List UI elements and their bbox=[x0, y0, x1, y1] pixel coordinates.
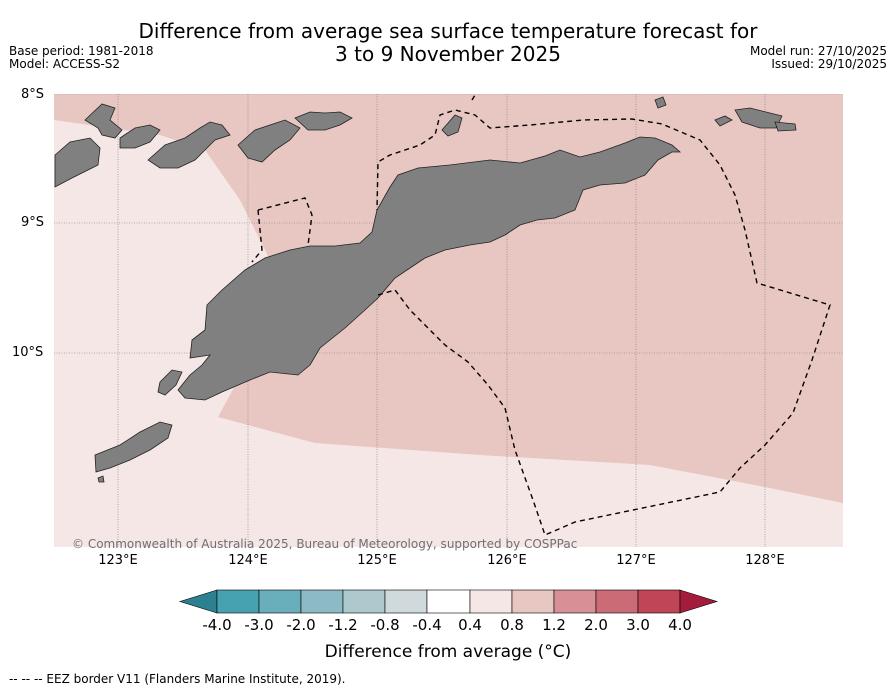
map-title: Difference from average sea surface temp… bbox=[0, 20, 896, 66]
cb-label-8: 0.8 bbox=[500, 616, 524, 634]
cb-label-2: -3.0 bbox=[244, 616, 274, 634]
eez-legend-note: -- -- -- EEZ border V11 (Flanders Marine… bbox=[9, 672, 346, 686]
meta-left: Base period: 1981-2018 Model: ACCESS-S2 bbox=[9, 45, 154, 71]
cb-label-1: -4.0 bbox=[202, 616, 232, 634]
lon-label-125e: 125°E bbox=[357, 553, 397, 568]
wetar-island bbox=[294, 111, 353, 131]
colorbar-seg-7 bbox=[469, 589, 513, 614]
cb-label-4: -1.2 bbox=[328, 616, 358, 634]
lon-label-124e: 124°E bbox=[228, 553, 268, 568]
lat-label-9s: 9°S bbox=[21, 215, 45, 230]
rote-island bbox=[157, 369, 183, 396]
title-line-1: Difference from average sea surface temp… bbox=[138, 19, 758, 43]
title-line-2: 3 to 9 November 2025 bbox=[335, 42, 561, 66]
cb-label-5: -0.8 bbox=[370, 616, 400, 634]
colorbar-seg-11 bbox=[637, 589, 681, 614]
base-period: Base period: 1981-2018 bbox=[9, 44, 154, 58]
colorbar-seg-4 bbox=[342, 589, 386, 614]
colorbar-seg-10 bbox=[595, 589, 639, 614]
small-island-south bbox=[97, 475, 105, 483]
colorbar-arrow-max bbox=[679, 589, 719, 614]
cb-label-6: -0.4 bbox=[412, 616, 442, 634]
lon-label-127e: 127°E bbox=[616, 553, 656, 568]
land bbox=[54, 96, 797, 483]
lon-label-126e: 126°E bbox=[487, 553, 527, 568]
lat-label-8s: 8°S bbox=[21, 87, 45, 102]
island-east-1 bbox=[654, 96, 667, 109]
copyright-notice: © Commonwealth of Australia 2025, Bureau… bbox=[72, 537, 578, 551]
anomaly-region-0.8-1.2 bbox=[54, 94, 843, 503]
model-name: Model: ACCESS-S2 bbox=[9, 57, 121, 71]
flores-chain-island-2 bbox=[84, 103, 123, 139]
cb-label-12: 4.0 bbox=[668, 616, 692, 634]
colorbar-seg-8 bbox=[511, 589, 555, 614]
model-run: Model run: 27/10/2025 bbox=[749, 44, 887, 58]
eez-border bbox=[251, 94, 831, 536]
colorbar-title: Difference from average (°C) bbox=[324, 642, 572, 662]
sawu-island bbox=[94, 421, 173, 473]
cb-label-7: 0.4 bbox=[458, 616, 482, 634]
colorbar-seg-5 bbox=[384, 589, 428, 614]
colorbar-seg-2 bbox=[258, 589, 302, 614]
lat-label-10s: 10°S bbox=[12, 345, 44, 360]
cb-label-11: 3.0 bbox=[626, 616, 650, 634]
colorbar-seg-3 bbox=[300, 589, 344, 614]
colorbar-seg-6 bbox=[426, 589, 471, 614]
meta-right: Model run: 27/10/2025 Issued: 29/10/2025 bbox=[750, 45, 887, 71]
colorbar-arrow-min bbox=[178, 589, 218, 614]
flores-chain-island-1 bbox=[54, 137, 101, 188]
flores-chain-island-5 bbox=[237, 119, 301, 163]
island-east-4 bbox=[714, 115, 733, 127]
timor-island bbox=[177, 136, 682, 401]
lon-label-128e: 128°E bbox=[745, 553, 785, 568]
lon-label-123e: 123°E bbox=[98, 553, 138, 568]
flores-chain-island-4 bbox=[147, 121, 231, 169]
colorbar-seg-1 bbox=[216, 589, 260, 614]
atauro-island bbox=[441, 114, 463, 137]
cb-label-9: 1.2 bbox=[542, 616, 566, 634]
island-east-3 bbox=[774, 121, 797, 132]
colorbar-seg-9 bbox=[553, 589, 597, 614]
cb-label-3: -2.0 bbox=[286, 616, 316, 634]
issued-date: Issued: 29/10/2025 bbox=[771, 57, 887, 71]
cb-label-10: 2.0 bbox=[584, 616, 608, 634]
flores-chain-island-3 bbox=[119, 124, 161, 149]
